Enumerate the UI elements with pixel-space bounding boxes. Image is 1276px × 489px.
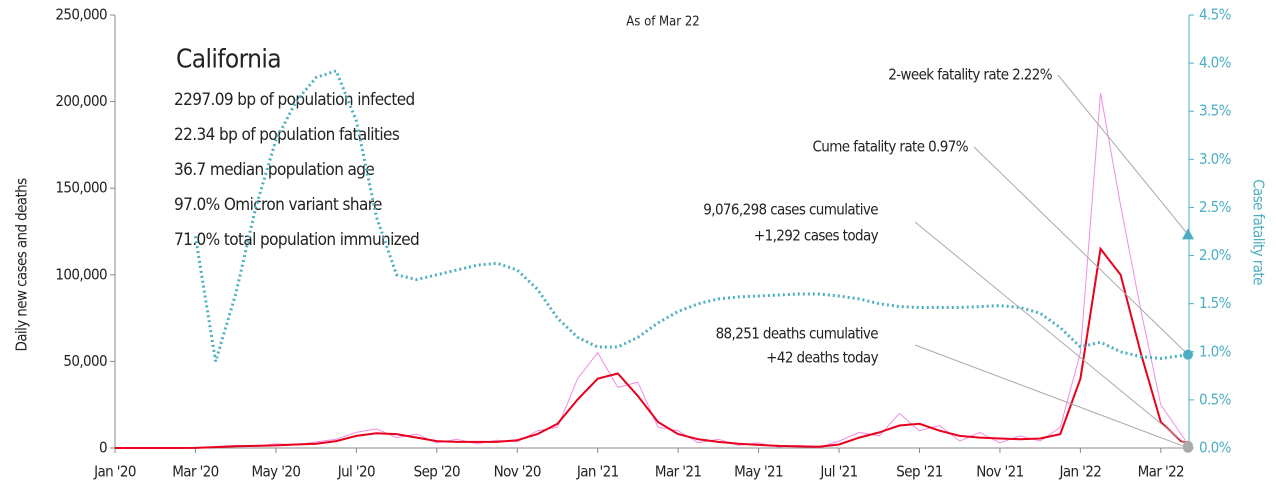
y2-axis-label: Case fatality rate [1250, 179, 1268, 285]
info-line: 2297.09 bp of population infected [174, 90, 415, 110]
y2-tick-label: 3.5% [1199, 102, 1232, 120]
info-line: 71.0% total population immunized [174, 230, 419, 250]
x-tick-label: Jul '20 [337, 463, 375, 481]
x-tick-label: Jan '20 [93, 463, 136, 481]
y2-tick-label: 4.5% [1199, 6, 1232, 24]
x-tick-label: Mar '20 [172, 463, 218, 481]
y-axis-label: Daily new cases and deaths [13, 178, 31, 352]
x-tick-label: Sep '20 [414, 463, 460, 481]
y2-tick-label: 4.0% [1199, 54, 1232, 72]
y2-tick-label: 2.0% [1199, 246, 1232, 264]
y2-tick-label: 0.5% [1199, 390, 1232, 408]
annotation-text: 88,251 deaths cumulative [716, 325, 879, 343]
annotation-text: +1,292 cases today [754, 227, 879, 245]
annotation-text: +42 deaths today [766, 349, 878, 367]
y-tick-label: 250,000 [55, 6, 107, 24]
info-line: 22.34 bp of population fatalities [174, 125, 400, 145]
y2-tick-label: 1.0% [1199, 342, 1232, 360]
x-tick-label: May '20 [251, 463, 300, 481]
annotation-leader [973, 146, 1189, 356]
annotation-marker [1183, 442, 1193, 453]
annotation-text: 2-week fatality rate 2.22% [888, 66, 1053, 84]
y2-tick-label: 3.0% [1199, 150, 1232, 168]
series-line [115, 92, 1190, 449]
series-line [115, 246, 1190, 449]
x-tick-label: Sep '21 [896, 463, 942, 481]
x-tick-label: Nov '21 [976, 463, 1023, 481]
annotation-leader [914, 344, 1189, 449]
chart-title: California [176, 45, 281, 75]
x-tick-label: Jul '21 [819, 463, 857, 481]
y2-tick-label: 1.5% [1199, 294, 1232, 312]
x-tick-label: Jan '21 [576, 463, 619, 481]
y-tick-label: 50,000 [63, 352, 107, 370]
annotation-text: 9,076,298 cases cumulative [703, 201, 878, 219]
y-tick-label: 100,000 [55, 265, 107, 283]
chart-subtitle: As of Mar 22 [626, 15, 699, 30]
annotation-leader [1057, 74, 1189, 235]
y2-tick-label: 0.0% [1199, 439, 1232, 457]
x-tick-label: May '21 [734, 463, 783, 481]
annotation-leader [914, 221, 1189, 447]
y-tick-label: 0 [99, 439, 107, 457]
info-line: 36.7 median population age [174, 160, 374, 180]
info-line: 97.0% Omicron variant share [174, 195, 382, 215]
annotation-marker [1183, 349, 1193, 360]
x-tick-label: Jan '22 [1059, 463, 1102, 481]
annotation-marker [1182, 228, 1194, 240]
y2-tick-label: 2.5% [1199, 198, 1232, 216]
y-tick-label: 200,000 [55, 92, 107, 110]
x-tick-label: Mar '22 [1138, 463, 1184, 481]
x-tick-label: Nov '20 [494, 463, 541, 481]
x-tick-label: Mar '21 [655, 463, 701, 481]
annotation-text: Cume fatality rate 0.97% [812, 138, 968, 156]
series-line [193, 68, 1190, 362]
y-tick-label: 150,000 [55, 179, 107, 197]
